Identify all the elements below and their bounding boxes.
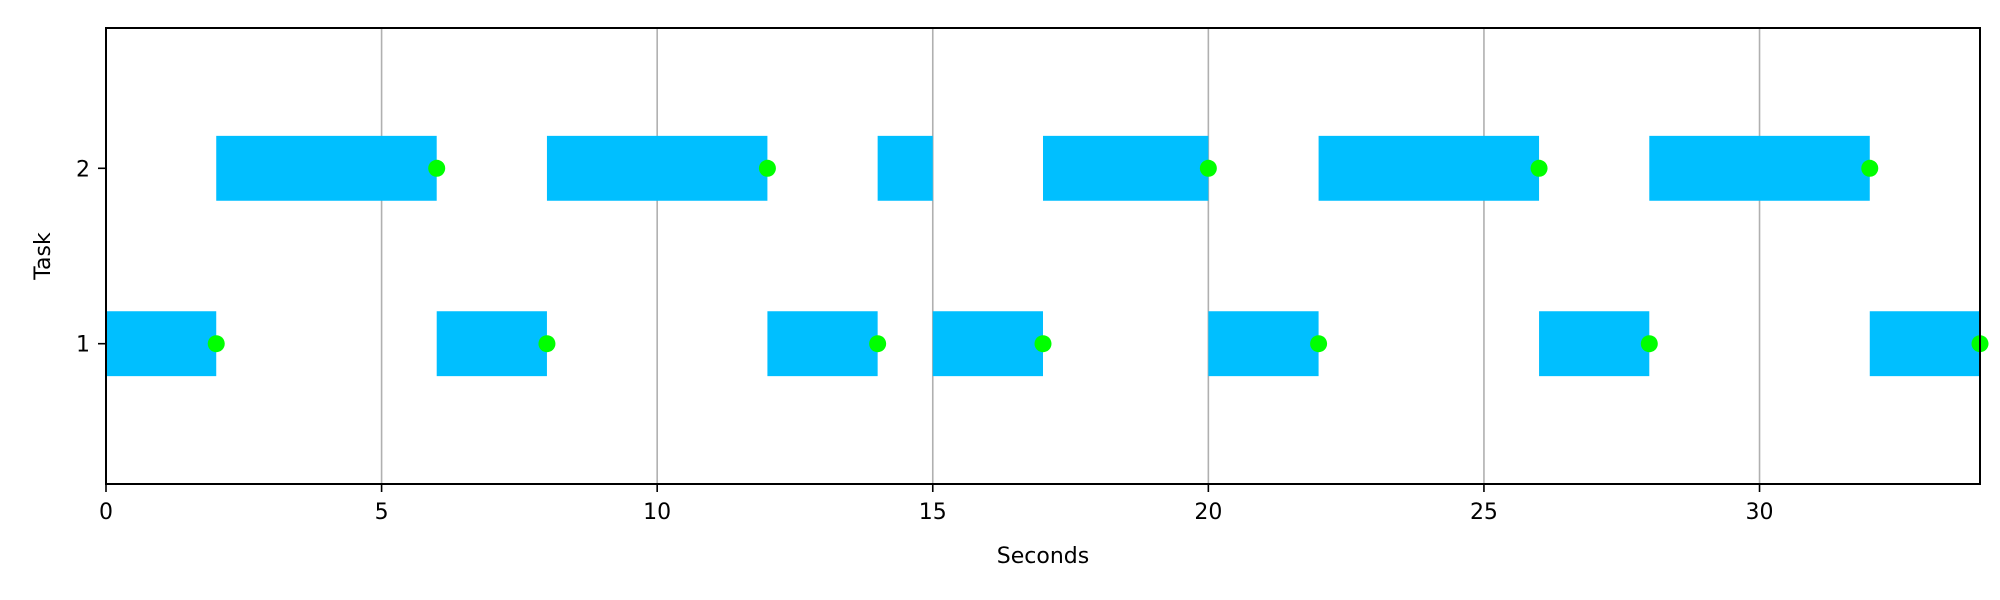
y-axis-label: Task bbox=[31, 232, 56, 281]
task-2-marker bbox=[758, 159, 776, 177]
task-1-marker bbox=[538, 335, 556, 353]
task-2-bar bbox=[546, 135, 768, 201]
y-tick-label: 2 bbox=[76, 157, 90, 182]
task-1-marker bbox=[1310, 335, 1328, 353]
grid-lines bbox=[105, 28, 1761, 484]
x-tick-label: 25 bbox=[1470, 500, 1498, 525]
plot-frame bbox=[105, 27, 1981, 485]
task-2-marker bbox=[1199, 159, 1217, 177]
task-1-marker bbox=[1640, 335, 1658, 353]
task-2-bar bbox=[216, 135, 437, 201]
task-2-bar bbox=[1043, 135, 1209, 201]
task-1-bar bbox=[1539, 311, 1650, 377]
task-1-marker bbox=[869, 335, 887, 353]
x-tick-label: 30 bbox=[1746, 500, 1774, 525]
task-1-bar bbox=[932, 311, 1043, 377]
task-1-bar bbox=[767, 311, 878, 377]
task-1-bar bbox=[106, 311, 217, 377]
y-tick-label: 1 bbox=[76, 333, 90, 358]
task-2-bar bbox=[1649, 135, 1870, 201]
x-tick-label: 20 bbox=[1194, 500, 1222, 525]
task-2-marker bbox=[428, 159, 446, 177]
x-tick-label: 10 bbox=[643, 500, 671, 525]
task-1-bar bbox=[436, 311, 547, 377]
task-1-marker bbox=[1034, 335, 1052, 353]
task-1-marker bbox=[207, 335, 225, 353]
task-2-bar bbox=[877, 135, 933, 201]
axis-ticks: 0 5 10 15 20 25 30 1 2 bbox=[76, 157, 1774, 525]
task-2-bar bbox=[1318, 135, 1540, 201]
x-axis-label: Seconds bbox=[997, 544, 1089, 569]
task-1-bar bbox=[1208, 311, 1319, 377]
task-1-bar bbox=[1869, 311, 1980, 377]
x-tick-label: 15 bbox=[919, 500, 947, 525]
x-tick-label: 0 bbox=[99, 500, 113, 525]
x-tick-label: 5 bbox=[375, 500, 389, 525]
task-2-marker bbox=[1530, 159, 1548, 177]
task-bars bbox=[106, 135, 1980, 377]
task-2-marker bbox=[1861, 159, 1879, 177]
